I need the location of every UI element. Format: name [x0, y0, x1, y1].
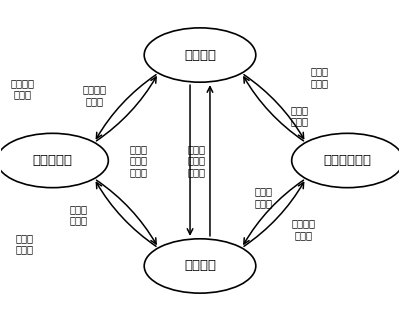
Text: 凸轮轴信
号正常: 凸轮轴信 号正常: [11, 78, 35, 100]
Text: 同步模式: 同步模式: [184, 48, 216, 62]
Text: 曲轴信
号正常: 曲轴信 号正常: [291, 105, 309, 126]
Ellipse shape: [292, 133, 400, 188]
Ellipse shape: [0, 133, 108, 188]
Text: 凸轮信
号正常: 凸轮信 号正常: [255, 187, 273, 208]
Text: 曲轴信
号正常: 曲轴信 号正常: [16, 233, 34, 255]
Text: 曲轴信
号故障: 曲轴信 号故障: [70, 204, 88, 226]
Text: 凸轮轴信
号故障: 凸轮轴信 号故障: [82, 84, 106, 106]
Ellipse shape: [144, 28, 256, 82]
Text: 停机模式: 停机模式: [184, 259, 216, 273]
Text: 凸轮轴信
号故障: 凸轮轴信 号故障: [292, 218, 316, 240]
Text: 单凸轮轴模式: 单凸轮轴模式: [324, 154, 372, 167]
Text: 曲轴信
号故障: 曲轴信 号故障: [310, 66, 328, 88]
Text: 曲轴凸
轮轴信
号故障: 曲轴凸 轮轴信 号故障: [129, 144, 147, 177]
Text: 单曲轴模式: 单曲轴模式: [32, 154, 72, 167]
Text: 曲轴凸
轮轴信
号正常: 曲轴凸 轮轴信 号正常: [187, 144, 205, 177]
Ellipse shape: [144, 239, 256, 293]
